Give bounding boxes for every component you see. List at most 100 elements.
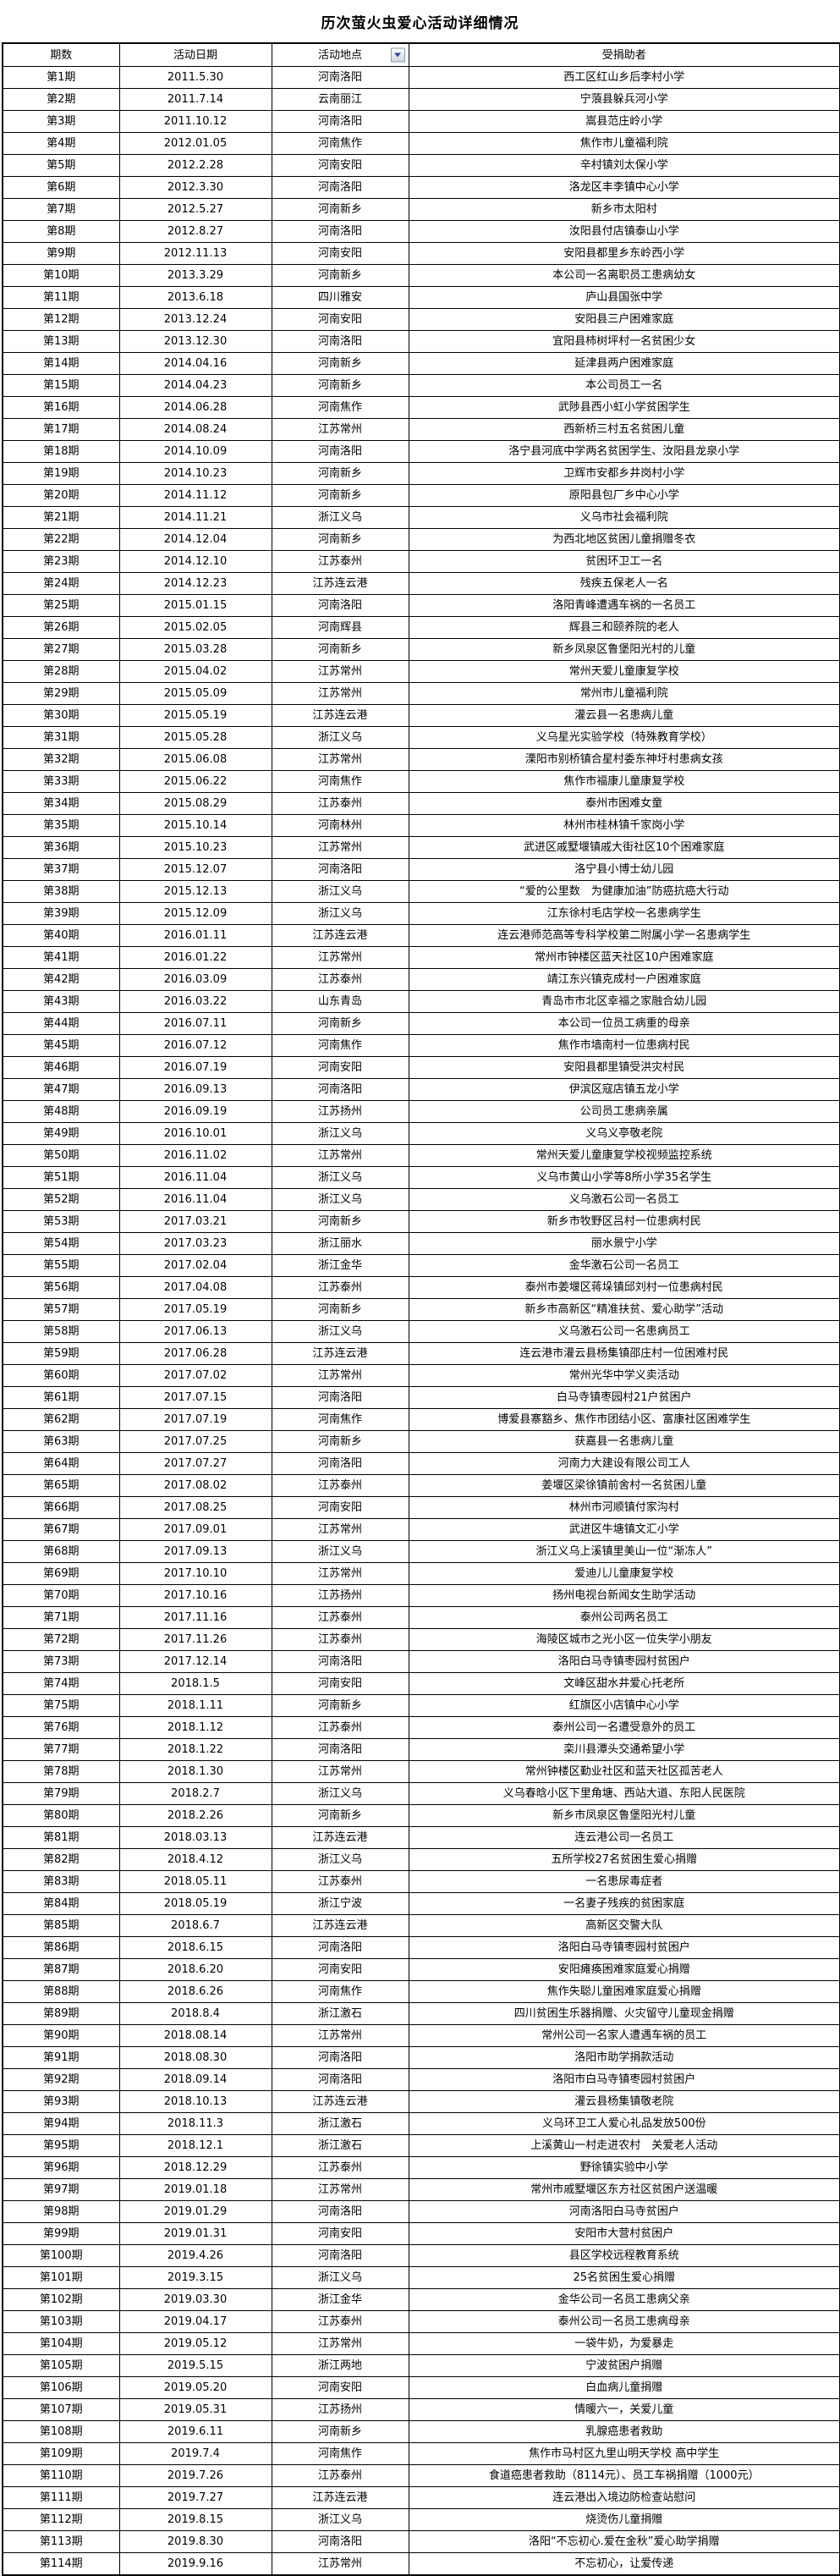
cell-recipient: 一名妻子残疾的贫困家庭 (408, 1892, 840, 1915)
cell-location: 河南安阳 (271, 242, 409, 265)
cell-date: 2018.2.7 (118, 1782, 272, 1805)
cell-period: 第13期 (2, 330, 120, 353)
table-row: 第8期 2012.8.27 河南洛阳 汝阳县付店镇泰山小学 (2, 220, 840, 243)
table-row: 第88期 2018.6.26 河南焦作 焦作失聪儿童困难家庭爱心捐赠 (2, 1980, 840, 2003)
cell-date: 2018.08.30 (118, 2046, 272, 2069)
cell-recipient: 西新桥三村五名贫困儿童 (408, 418, 840, 441)
cell-period: 第32期 (2, 748, 120, 771)
cell-location: 河南安阳 (271, 1958, 409, 1981)
cell-recipient: 义乌义亭敬老院 (408, 1122, 840, 1145)
cell-recipient: 灌云县一名患病儿童 (408, 704, 840, 727)
cell-location: 河南新乡 (271, 1804, 409, 1827)
cell-date: 2017.11.26 (118, 1628, 272, 1651)
cell-recipient: 洛阳市助学捐款活动 (408, 2046, 840, 2069)
cell-date: 2015.12.13 (118, 880, 272, 903)
table-body: 第1期 2011.5.30 河南洛阳 西工区红山乡后李村小学 第2期 2011.7.14 云… (2, 66, 840, 2576)
cell-location: 河南安阳 (271, 2222, 409, 2245)
cell-recipient: 栾川县潭头交通希望小学 (408, 1738, 840, 1761)
cell-location: 江苏常州 (271, 2332, 409, 2355)
cell-date: 2017.05.19 (118, 1298, 272, 1321)
cell-period: 第62期 (2, 1408, 120, 1431)
cell-period: 第104期 (2, 2332, 120, 2355)
cell-date: 2019.01.31 (118, 2222, 272, 2245)
cell-period: 第15期 (2, 374, 120, 397)
table-row: 第72期 2017.11.26 江苏泰州 海陵区城市之光小区一位失学小朋友 (2, 1628, 840, 1651)
cell-recipient: 武进区牛塘镇文汇小学 (408, 1518, 840, 1541)
table-row: 第76期 2018.1.12 江苏泰州 泰州公司一名遭受意外的员工 (2, 1716, 840, 1739)
cell-location: 河南洛阳 (271, 2244, 409, 2267)
cell-recipient: 常州光华中学义卖活动 (408, 1364, 840, 1387)
cell-date: 2018.6.15 (118, 1936, 272, 1959)
cell-recipient: 新乡市太阳村 (408, 198, 840, 221)
table-row: 第21期 2014.11.21 浙江义乌 义乌市社会福利院 (2, 506, 840, 529)
cell-period: 第39期 (2, 902, 120, 925)
cell-date: 2012.2.28 (118, 154, 272, 177)
cell-recipient: 常州公司一名家人遭遇车祸的员工 (408, 2024, 840, 2047)
table-row: 第59期 2017.06.28 江苏连云港 连云港市灌云县杨集镇邵庄村一位困难村民 (2, 1342, 840, 1365)
table-row: 第31期 2015.05.28 浙江义乌 义乌星光实验学校（特殊教育学校） (2, 726, 840, 749)
cell-date: 2011.10.12 (118, 110, 272, 133)
cell-recipient: 本公司一位员工病重的母亲 (408, 1012, 840, 1035)
table-row: 第112期 2019.8.15 浙江义乌 烧烫伤儿童捐赠 (2, 2508, 840, 2531)
table-row: 第84期 2018.05.19 浙江宁波 一名妻子残疾的贫困家庭 (2, 1892, 840, 1915)
cell-date: 2016.01.22 (118, 946, 272, 969)
table-row: 第66期 2017.08.25 河南安阳 林州市河顺镇付家沟村 (2, 1496, 840, 1519)
cell-location: 江苏泰州 (271, 550, 409, 573)
table-row: 第52期 2016.11.04 浙江义乌 义乌激石公司一名员工 (2, 1188, 840, 1211)
cell-location: 浙江义乌 (271, 1782, 409, 1805)
cell-location: 河南新乡 (271, 484, 409, 507)
cell-location: 浙江义乌 (271, 1188, 409, 1211)
cell-location: 江苏常州 (271, 1562, 409, 1585)
cell-recipient: 武陟县西小虹小学贫困学生 (408, 396, 840, 419)
cell-period: 第103期 (2, 2310, 120, 2333)
cell-location: 浙江激石 (271, 2134, 409, 2157)
table-row: 第62期 2017.07.19 河南焦作 博爱县寨豁乡、焦作市团结小区、富康社区困难学… (2, 1408, 840, 1431)
cell-location: 河南洛阳 (271, 1386, 409, 1409)
cell-location: 江苏常州 (271, 2024, 409, 2047)
table-row: 第68期 2017.09.13 浙江义乌 浙江义乌上溪镇里美山一位“渐冻人” (2, 1540, 840, 1563)
cell-period: 第4期 (2, 132, 120, 155)
cell-date: 2017.07.19 (118, 1408, 272, 1431)
cell-date: 2014.04.16 (118, 352, 272, 375)
cell-date: 2017.03.23 (118, 1232, 272, 1255)
cell-recipient: 常州市钟楼区蓝天社区10户困难家庭 (408, 946, 840, 969)
table-row: 第13期 2013.12.30 河南洛阳 宜阳县柿树坪村一名贫困少女 (2, 330, 840, 353)
table-row: 第2期 2011.7.14 云南丽江 宁蒗县躲兵河小学 (2, 88, 840, 111)
table-row: 第101期 2019.3.15 浙江义乌 25名贫困生爱心捐赠 (2, 2266, 840, 2289)
table-row: 第32期 2015.06.08 江苏常州 溧阳市别桥镇合星村委东神圩村患病女孩 (2, 748, 840, 771)
cell-location: 江苏泰州 (271, 1276, 409, 1299)
cell-location: 浙江义乌 (271, 1540, 409, 1563)
table-row: 第11期 2013.6.18 四川雅安 庐山县国张中学 (2, 286, 840, 309)
cell-location: 浙江激石 (271, 2002, 409, 2025)
cell-date: 2014.06.28 (118, 396, 272, 419)
table-row: 第40期 2016.01.11 江苏连云港 连云港师范高等专科学校第二附属小学一名患病… (2, 924, 840, 947)
cell-period: 第57期 (2, 1298, 120, 1321)
cell-period: 第41期 (2, 946, 120, 969)
cell-date: 2015.10.14 (118, 814, 272, 837)
filter-dropdown-button[interactable] (390, 47, 405, 63)
cell-date: 2015.04.02 (118, 660, 272, 683)
cell-recipient: 扬州电视台新闻女生助学活动 (408, 1584, 840, 1607)
cell-location: 江苏泰州 (271, 1474, 409, 1497)
cell-date: 2016.09.13 (118, 1078, 272, 1101)
cell-recipient: 焦作市福康儿童康复学校 (408, 770, 840, 793)
table-row: 第41期 2016.01.22 江苏常州 常州市钟楼区蓝天社区10户困难家庭 (2, 946, 840, 969)
cell-location: 河南焦作 (271, 2442, 409, 2465)
cell-location: 江苏扬州 (271, 1584, 409, 1607)
cell-period: 第109期 (2, 2442, 120, 2465)
cell-date: 2011.5.30 (118, 66, 272, 89)
cell-period: 第63期 (2, 1430, 120, 1453)
cell-location: 江苏扬州 (271, 1100, 409, 1123)
cell-recipient: 连云港出入境边防检查站慰问 (408, 2486, 840, 2509)
table-row: 第26期 2015.02.05 河南辉县 辉县三和颐养院的老人 (2, 616, 840, 639)
cell-period: 第107期 (2, 2398, 120, 2421)
cell-recipient: 连云港市灌云县杨集镇邵庄村一位困难村民 (408, 1342, 840, 1365)
cell-period: 第66期 (2, 1496, 120, 1519)
table-row: 第97期 2019.01.18 江苏常州 常州市戚墅堰区东方社区贫困户送温暖 (2, 2178, 840, 2201)
cell-period: 第85期 (2, 1914, 120, 1937)
cell-location: 浙江金华 (271, 1254, 409, 1277)
table-row: 第29期 2015.05.09 江苏常州 常州市儿童福利院 (2, 682, 840, 705)
table-row: 第19期 2014.10.23 河南新乡 卫辉市安都乡井岗村小学 (2, 462, 840, 485)
cell-recipient: 连云港师范高等专科学校第二附属小学一名患病学生 (408, 924, 840, 947)
cell-period: 第54期 (2, 1232, 120, 1255)
